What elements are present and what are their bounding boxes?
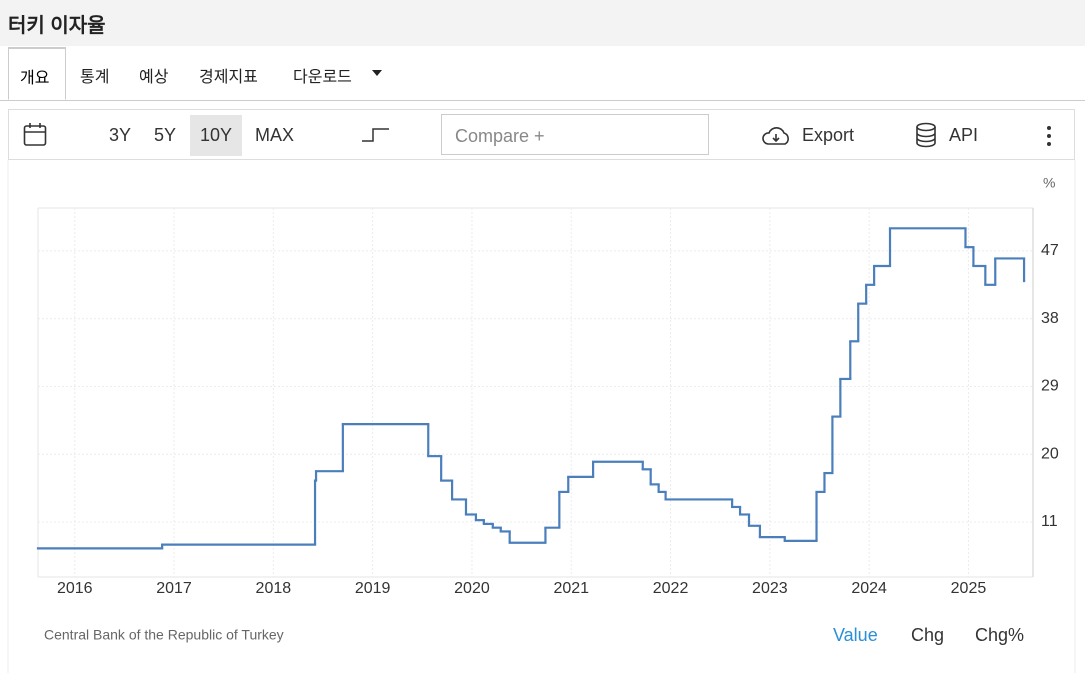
y-tick-label: 20 (1041, 445, 1059, 462)
unit-label: % (1043, 175, 1055, 191)
x-tick-label: 2025 (951, 580, 987, 597)
x-tick-label: 2016 (57, 580, 93, 597)
x-tick-label: 2022 (653, 580, 689, 597)
more-icon[interactable] (1045, 125, 1053, 147)
x-tick-label: 2018 (256, 580, 292, 597)
compare-input[interactable]: Compare + (441, 114, 709, 155)
y-tick-label: 38 (1041, 310, 1059, 327)
view-option[interactable]: Value (833, 625, 878, 645)
range-button[interactable]: 5Y (154, 125, 177, 145)
tab[interactable]: 예상 (139, 69, 169, 86)
compare-placeholder[interactable]: Compare + (455, 126, 545, 146)
range-button[interactable]: MAX (255, 125, 295, 145)
x-tick-label: 2019 (355, 580, 391, 597)
step-icon[interactable] (361, 124, 391, 144)
x-tick-label: 2023 (752, 580, 788, 597)
tab[interactable]: 다운로드 (293, 69, 352, 86)
x-tick-label: 2017 (156, 580, 192, 597)
export-button[interactable]: Export (802, 125, 855, 145)
tab[interactable]: 통계 (80, 69, 110, 86)
range-button[interactable]: 10Y (190, 115, 243, 156)
toolbar: 3Y 5Y 10Y MAX Compare + Export API (8, 109, 1075, 160)
y-tick-label: 29 (1041, 378, 1059, 395)
x-tick-label: 2020 (454, 580, 490, 597)
y-tick-label: 47 (1041, 242, 1059, 259)
header: 터키 이자율 (0, 0, 1085, 46)
page-title: 터키 이자율 (8, 15, 106, 37)
tab[interactable]: 개요 (8, 47, 66, 100)
cloud-icon[interactable] (760, 125, 792, 147)
database-icon[interactable] (914, 122, 938, 148)
source: Central Bank of the Republic of Turkey (44, 627, 284, 643)
tab[interactable]: 경제지표 (199, 69, 258, 86)
api-button[interactable]: API (949, 125, 979, 145)
tab-label[interactable]: 개요 (20, 70, 50, 87)
calendar-icon[interactable] (23, 122, 47, 148)
x-tick-label: 2021 (553, 580, 589, 597)
y-tick-label: 11 (1041, 513, 1058, 530)
view-option[interactable]: Chg% (975, 625, 1024, 645)
dropdown-caret (372, 70, 382, 76)
tab-bar: 개요 통계 예상 경제지표 다운로드 (0, 47, 1085, 101)
range-button[interactable]: 3Y (109, 125, 132, 145)
view-option[interactable]: Chg (911, 625, 944, 645)
x-tick-label: 2024 (851, 580, 887, 597)
